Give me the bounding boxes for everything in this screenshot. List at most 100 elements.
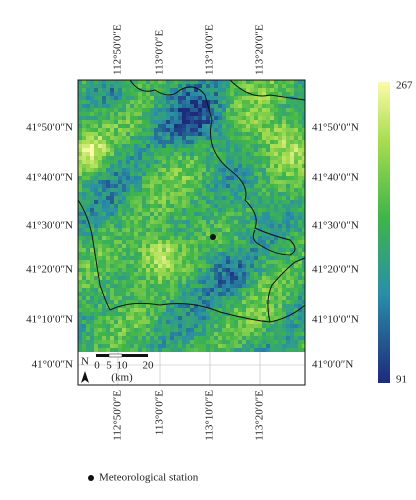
raster-cell [294, 216, 298, 220]
raster-cell [262, 192, 266, 196]
raster-cell [282, 176, 286, 180]
raster-cell [194, 152, 198, 156]
raster-cell [286, 236, 290, 240]
raster-cell [238, 160, 242, 164]
raster-cell [270, 196, 274, 200]
raster-cell [222, 252, 226, 256]
raster-cell [302, 104, 305, 108]
raster-cell [290, 184, 294, 188]
raster-cell [278, 216, 282, 220]
raster-cell [302, 292, 305, 296]
raster-cell [94, 192, 98, 196]
raster-cell [290, 316, 294, 320]
raster-cell [114, 304, 118, 308]
raster-cell [110, 112, 114, 116]
raster-cell [170, 256, 174, 260]
scale-bar: N 0 5 10 20 (km) [81, 353, 154, 384]
raster-cell [286, 280, 290, 284]
raster-cell [134, 180, 138, 184]
raster-cell [154, 236, 158, 240]
raster-cell [286, 272, 290, 276]
raster-cell [234, 112, 238, 116]
raster-cell [234, 132, 238, 136]
raster-cell [266, 124, 270, 128]
raster-cell [138, 192, 142, 196]
raster-cell [82, 280, 86, 284]
raster-cell [290, 80, 294, 84]
raster-cell [106, 96, 110, 100]
raster-cell [170, 92, 174, 96]
raster-cell [82, 196, 86, 200]
raster-cell [178, 92, 182, 96]
raster-cell [242, 100, 246, 104]
raster-cell [190, 276, 194, 280]
raster-cell [98, 120, 102, 124]
raster-cell [206, 308, 210, 312]
raster-cell [114, 192, 118, 196]
raster-cell [286, 80, 290, 84]
raster-cell [114, 116, 118, 120]
raster-cell [146, 116, 150, 120]
raster-cell [78, 156, 82, 160]
raster-cell [118, 124, 122, 128]
raster-cell [86, 248, 90, 252]
raster-cell [198, 168, 202, 172]
raster-cell [238, 84, 242, 88]
raster-cell [114, 124, 118, 128]
raster-cell [174, 344, 178, 348]
raster-cell [254, 92, 258, 96]
raster-cell [258, 96, 262, 100]
raster-cell [274, 260, 278, 264]
raster-cell [266, 348, 270, 352]
raster-cell [262, 232, 266, 236]
raster-cell [174, 124, 178, 128]
longitude-label: 113°10′0″E [204, 390, 216, 441]
raster-cell [126, 180, 130, 184]
raster-cell [130, 252, 134, 256]
raster-cell [114, 176, 118, 180]
raster-cell [298, 232, 302, 236]
raster-cell [78, 92, 82, 96]
raster-cell [166, 144, 170, 148]
raster-cell [178, 280, 182, 284]
raster-cell [170, 160, 174, 164]
raster-cell [254, 144, 258, 148]
raster-cell [158, 208, 162, 212]
raster-cell [166, 348, 170, 352]
raster-cell [258, 288, 262, 292]
raster-cell [118, 252, 122, 256]
raster-cell [114, 336, 118, 340]
raster-cell [86, 256, 90, 260]
raster-cell [90, 100, 94, 104]
raster-cell [270, 192, 274, 196]
raster-cell [166, 188, 170, 192]
raster-cell [270, 236, 274, 240]
raster-cell [266, 164, 270, 168]
raster-cell [178, 120, 182, 124]
raster-cell [298, 268, 302, 272]
raster-cell [118, 192, 122, 196]
raster-cell [262, 260, 266, 264]
raster-cell [246, 120, 250, 124]
raster-cell [238, 192, 242, 196]
raster-cell [130, 192, 134, 196]
raster-cell [210, 168, 214, 172]
raster-cell [230, 280, 234, 284]
raster-cell [226, 96, 230, 100]
raster-cell [122, 280, 126, 284]
raster-cell [122, 240, 126, 244]
raster-cell [150, 88, 154, 92]
raster-cell [282, 124, 286, 128]
raster-cell [262, 308, 266, 312]
raster-cell [138, 236, 142, 240]
raster-cell [278, 132, 282, 136]
raster-cell [158, 168, 162, 172]
raster-cell [82, 304, 86, 308]
raster-cell [238, 152, 242, 156]
raster-cell [294, 140, 298, 144]
raster-cell [234, 288, 238, 292]
raster-cell [254, 256, 258, 260]
raster-cell [250, 328, 254, 332]
raster-cell [282, 152, 286, 156]
raster-cell [214, 108, 218, 112]
